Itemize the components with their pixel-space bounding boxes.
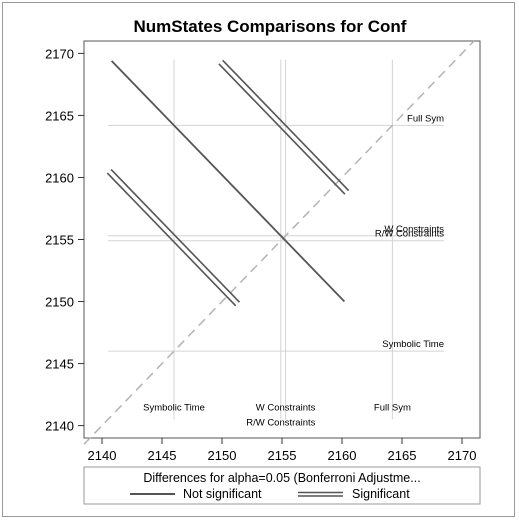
y-group-label-1: W Constraints bbox=[384, 224, 444, 235]
y-axis-ticks: 2140 2145 2150 2155 2160 2165 2170 bbox=[45, 46, 84, 434]
x-axis-ticks: 2140 2145 2150 2155 2160 2165 2170 bbox=[88, 438, 477, 463]
y-tick-label-2: 2150 bbox=[45, 295, 74, 310]
diagonal-reference-line bbox=[83, 40, 475, 445]
x-tick-label-5: 2165 bbox=[388, 448, 417, 463]
legend-label-not-significant: Not significant bbox=[183, 487, 262, 501]
x-tick-label-2: 2150 bbox=[208, 448, 237, 463]
y-tick-label-0: 2140 bbox=[45, 419, 74, 434]
y-tick-label-4: 2160 bbox=[45, 170, 74, 185]
legend-label-significant: Significant bbox=[352, 487, 410, 501]
significant-segment-1-line-1 bbox=[106, 172, 237, 307]
legend-title: Differences for alpha=0.05 (Bonferroni A… bbox=[143, 471, 420, 485]
y-tick-label-3: 2155 bbox=[45, 233, 74, 248]
x-tick-label-0: 2140 bbox=[88, 448, 117, 463]
not-significant-segment-0 bbox=[110, 60, 346, 303]
diagonal-line bbox=[83, 40, 475, 445]
chart-title: NumStates Comparisons for Conf bbox=[134, 17, 407, 36]
y-tick-label-6: 2170 bbox=[45, 46, 74, 61]
x-group-label-2: W Constraints bbox=[256, 403, 316, 414]
y-group-label-3: Symbolic Time bbox=[382, 339, 444, 350]
x-group-label-3: Full Sym bbox=[374, 403, 411, 414]
x-group-label-1: R/W Constraints bbox=[246, 418, 315, 429]
comparison-lines bbox=[106, 59, 350, 307]
y-group-label-0: Full Sym bbox=[407, 113, 444, 124]
x-tick-label-6: 2170 bbox=[448, 448, 477, 463]
legend-box bbox=[83, 466, 481, 505]
x-group-label-0: Symbolic Time bbox=[143, 403, 205, 414]
significant-segment-0-line-0 bbox=[222, 59, 350, 192]
x-tick-label-1: 2145 bbox=[148, 448, 177, 463]
x-tick-label-3: 2155 bbox=[268, 448, 297, 463]
significant-segment-0-line-1 bbox=[218, 63, 346, 195]
y-tick-label-1: 2145 bbox=[45, 357, 74, 372]
legend: Differences for alpha=0.05 (Bonferroni A… bbox=[83, 466, 481, 505]
y-group-label-2: R/W Constraints bbox=[375, 229, 444, 240]
x-tick-label-4: 2160 bbox=[328, 448, 357, 463]
significant-segment-1-line-0 bbox=[110, 168, 241, 303]
y-tick-label-5: 2165 bbox=[45, 108, 74, 123]
